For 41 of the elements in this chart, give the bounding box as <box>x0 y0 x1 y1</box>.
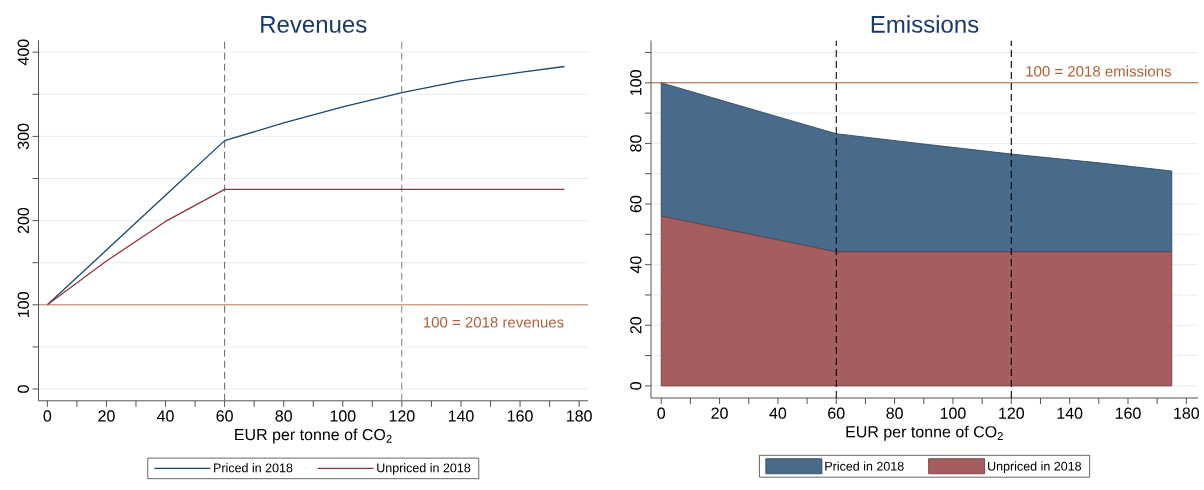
x-tick-label: 100 <box>330 410 356 422</box>
x-tick-label: 0 <box>43 410 52 422</box>
x-tick-label: 20 <box>98 410 115 422</box>
y-tick-label: 100 <box>630 70 642 95</box>
x-axis-title: EUR per tonne of CO$_{2}$ <box>235 428 392 444</box>
x-tick-label: 100 <box>940 407 966 419</box>
x-tick-label: 0 <box>657 407 666 419</box>
y-tick-label: 100 <box>17 292 29 317</box>
x-tick-label: 160 <box>507 410 533 422</box>
y-tick-label: 0 <box>630 382 642 390</box>
y-tick-label: 40 <box>630 256 642 274</box>
x-tick-label: 120 <box>389 410 415 422</box>
y-tick-label: 400 <box>17 39 29 66</box>
x-tick-label: 160 <box>1115 407 1141 419</box>
x-tick-label: 60 <box>216 410 233 422</box>
y-tick-label: 300 <box>17 123 29 150</box>
x-tick-label: 140 <box>1057 407 1083 419</box>
legend-label: Priced in 2018 <box>825 461 904 471</box>
x-tick-label: 120 <box>999 407 1025 419</box>
x-axis-title: EUR per tonne of CO$_{2}$ <box>846 425 1003 441</box>
y-tick-label: 200 <box>17 207 29 234</box>
legend-label: Unpriced in 2018 <box>988 461 1082 474</box>
ref-line-label: 100 = 2018 emissions <box>1026 65 1171 77</box>
chart-title: Revenues <box>261 16 367 33</box>
y-tick-label: 80 <box>630 135 642 152</box>
x-tick-label: 40 <box>769 407 787 419</box>
chart-title: Emissions <box>871 15 979 33</box>
x-tick-label: 80 <box>886 407 903 419</box>
x-tick-label: 20 <box>711 407 728 419</box>
x-tick-label: 180 <box>567 410 592 422</box>
x-tick-label: 40 <box>157 410 174 422</box>
x-tick-label: 80 <box>275 410 292 422</box>
x-tick-label: 60 <box>828 407 845 419</box>
x-tick-label: 140 <box>448 410 474 422</box>
y-tick-label: 60 <box>630 195 642 213</box>
y-tick-label: 0 <box>17 385 29 393</box>
x-tick-label: 180 <box>1174 407 1200 419</box>
legend-label: Priced in 2018 <box>214 463 293 473</box>
y-tick-label: 20 <box>630 317 642 334</box>
legend-label: Unpriced in 2018 <box>377 463 471 475</box>
ref-line-label: 100 = 2018 revenues <box>423 317 564 328</box>
